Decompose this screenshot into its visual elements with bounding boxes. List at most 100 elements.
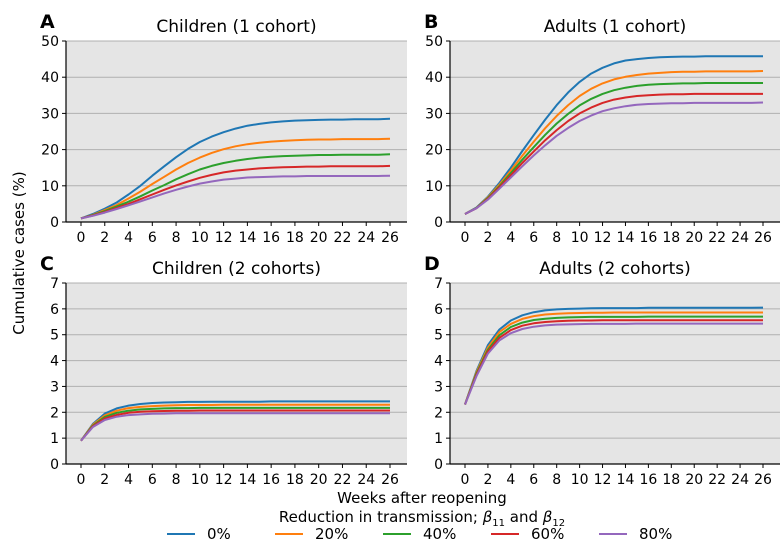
y-tick-label: 40 (425, 70, 443, 86)
x-tick-label: 8 (172, 472, 181, 488)
x-tick-label: 12 (215, 472, 233, 488)
x-tick-label: 16 (639, 230, 657, 246)
legend-item: 40% (383, 525, 456, 543)
legend-title-sub-2: 12 (552, 518, 565, 529)
x-tick-label: 14 (238, 230, 256, 246)
y-axis-label: Cumulative cases (%) (10, 171, 28, 334)
y-tick-label: 40 (41, 70, 59, 86)
x-tick-label: 24 (731, 472, 749, 488)
y-tick-label: 1 (434, 431, 443, 447)
x-tick-label: 24 (357, 230, 375, 246)
panel-title: Children (2 cohorts) (152, 259, 321, 279)
x-tick-label: 26 (381, 230, 399, 246)
x-tick-label: 2 (483, 230, 492, 246)
y-tick-label: 3 (50, 379, 59, 395)
series-line-40pct (464, 82, 763, 215)
x-tick-label: 18 (662, 230, 680, 246)
y-tick-label: 4 (50, 354, 59, 370)
x-tick-label: 2 (100, 230, 109, 246)
y-tick-label: 0 (434, 215, 443, 231)
x-tick-label: 20 (685, 230, 703, 246)
legend-label: 0% (207, 525, 231, 543)
y-tick-label: 10 (425, 179, 443, 195)
x-tick-label: 10 (571, 472, 589, 488)
x-tick-label: 18 (286, 230, 304, 246)
x-tick-label: 24 (357, 472, 375, 488)
x-tick-label: 10 (571, 230, 589, 246)
series-line-80pct (464, 322, 763, 405)
x-tick-label: 0 (461, 230, 470, 246)
y-tick-label: 6 (434, 302, 443, 318)
legend-label: 80% (639, 525, 672, 543)
legend-label: 40% (423, 525, 456, 543)
y-tick-label: 50 (425, 34, 443, 50)
y-tick-label: 20 (425, 143, 443, 159)
x-tick-label: 6 (529, 472, 538, 488)
x-tick-label: 2 (100, 472, 109, 488)
series-line-20pct (464, 70, 764, 215)
panel-letter: D (424, 253, 440, 275)
x-tick-label: 8 (552, 472, 561, 488)
legend-item: 60% (491, 525, 564, 543)
x-tick-label: 26 (381, 472, 399, 488)
panel-letter: B (424, 11, 438, 33)
x-tick-label: 8 (552, 230, 561, 246)
series-line-40pct (80, 153, 391, 220)
x-tick-label: 6 (148, 472, 157, 488)
panel-letter: A (40, 11, 55, 33)
x-tick-label: 12 (215, 230, 233, 246)
y-tick-label: 0 (434, 457, 443, 473)
y-tick-label: 2 (434, 405, 443, 421)
series-line-20pct (80, 137, 391, 220)
x-tick-label: 0 (461, 472, 470, 488)
x-tick-label: 26 (754, 230, 772, 246)
series-line-80pct (80, 174, 391, 220)
y-tick-label: 3 (434, 379, 443, 395)
x-tick-label: 16 (262, 230, 280, 246)
legend-title: Reduction in transmission; β11 and β12 (279, 508, 565, 529)
legend-label: 20% (315, 525, 348, 543)
legend-title-mid: and (505, 508, 543, 526)
y-tick-label: 1 (50, 431, 59, 447)
series-line-60pct (80, 164, 391, 220)
legend-item: 0% (167, 525, 231, 543)
x-tick-label: 10 (191, 230, 209, 246)
x-tick-label: 20 (310, 472, 328, 488)
x-tick-label: 22 (334, 472, 352, 488)
y-tick-label: 20 (41, 143, 59, 159)
series-line-0pct (80, 117, 391, 220)
legend-title-beta-2: β (542, 508, 553, 526)
legend-label: 60% (531, 525, 564, 543)
y-tick-label: 7 (434, 276, 443, 292)
series-line-40pct (80, 406, 390, 442)
x-tick-label: 0 (77, 472, 86, 488)
x-tick-label: 22 (708, 472, 726, 488)
panel-title: Adults (1 cohort) (544, 17, 687, 37)
y-tick-label: 50 (41, 34, 59, 50)
x-tick-label: 2 (483, 472, 492, 488)
x-tick-label: 14 (617, 230, 635, 246)
y-tick-label: 30 (41, 106, 59, 122)
series-line-80pct (464, 101, 764, 215)
legend-item: 20% (275, 525, 348, 543)
x-tick-label: 18 (286, 472, 304, 488)
panel-title: Children (1 cohort) (156, 17, 316, 37)
panel-letter: C (40, 253, 54, 275)
x-tick-label: 4 (506, 472, 515, 488)
series-line-40pct (464, 315, 763, 405)
y-tick-label: 30 (425, 106, 443, 122)
x-tick-label: 0 (77, 230, 86, 246)
legend-title-beta-1: β (482, 508, 493, 526)
x-axis-label: Weeks after reopening (337, 489, 507, 507)
series-line-60pct (464, 319, 763, 405)
legend: 0% 20% 40% 60% 80% (167, 525, 672, 543)
legend-title-prefix: Reduction in transmission; (279, 508, 483, 526)
plot-background (450, 283, 780, 464)
plot-background (66, 41, 407, 222)
x-tick-label: 16 (639, 472, 657, 488)
x-tick-label: 4 (506, 230, 515, 246)
